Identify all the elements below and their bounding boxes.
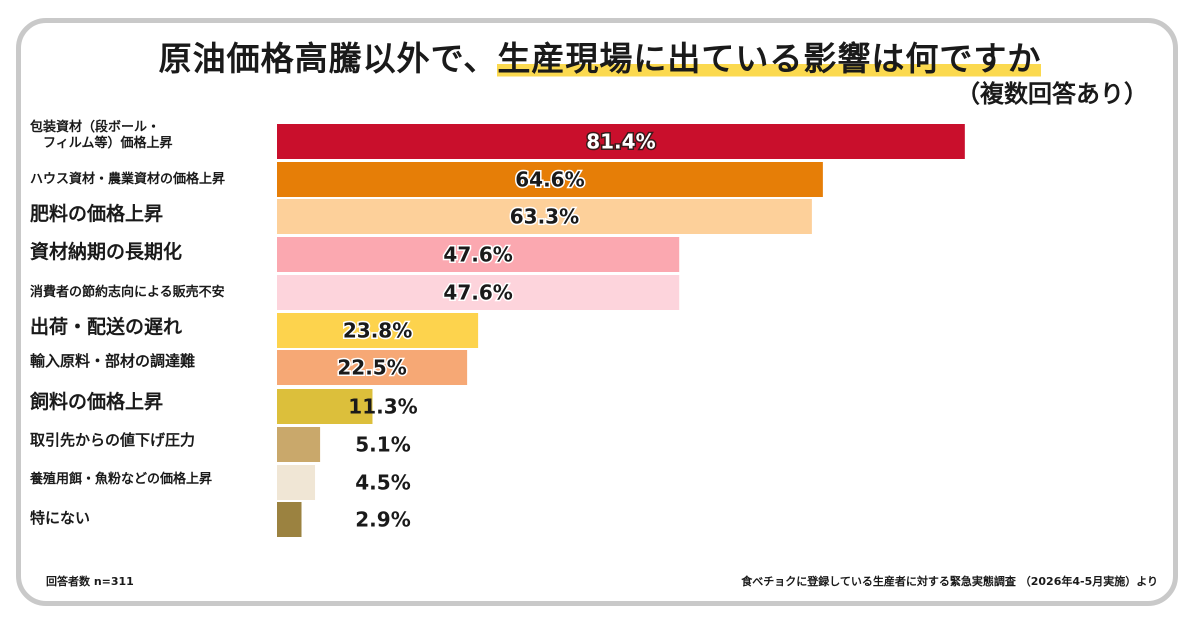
category-label-text: 包装資材（段ボール・ フィルム等）価格上昇 <box>30 120 173 152</box>
bar-value-label-3: 47.6% <box>443 243 512 267</box>
category-label-greenhouse-materials: ハウス資材・農業資材の価格上昇 <box>30 172 226 187</box>
bar-8 <box>277 427 321 462</box>
chart-subtitle: （複数回答あり） <box>956 80 1148 108</box>
chart-title-highlight: 生産現場に出ている影響は何ですか <box>497 39 1042 78</box>
category-label-feed-price: 飼料の価格上昇 <box>30 391 164 413</box>
category-label-fertilizer: 肥料の価格上昇 <box>30 203 164 225</box>
bar-0 <box>277 124 965 159</box>
bar-2 <box>277 199 812 234</box>
bar-10 <box>277 502 302 537</box>
bar-6 <box>277 350 468 385</box>
category-label-packaging: 包装資材（段ボール・ フィルム等）価格上昇 <box>30 120 276 153</box>
category-label-import-procurement: 輸入原料・部材の調達難 <box>30 352 196 370</box>
category-label-consumer-saving: 消費者の節約志向による販売不安 <box>30 285 225 300</box>
bar-value-label-7: 11.3% <box>348 395 417 419</box>
bar-7 <box>277 389 373 424</box>
bar-value-label-8: 5.1% <box>355 433 410 457</box>
bar-value-label-10: 2.9% <box>355 508 410 532</box>
category-label-shipping-delay: 出荷・配送の遅れ <box>30 316 183 338</box>
bar-1 <box>277 162 823 197</box>
chart-title: 原油価格高騰以外で、生産現場に出ている影響は何ですか <box>0 32 1200 80</box>
source-note: 食べチョクに登録している生産者に対する緊急実態調査 （2026年4-5月実施）よ… <box>741 575 1158 588</box>
bar-value-label-5: 23.8% <box>343 319 412 343</box>
bar-value-label-6: 22.5% <box>337 356 406 380</box>
bar-value-label-2: 63.3% <box>510 205 579 229</box>
bar-9 <box>277 465 316 500</box>
category-label-none: 特にない <box>30 509 91 527</box>
chart-frame <box>16 18 1178 606</box>
sample-size-note: 回答者数 n=311 <box>46 575 134 588</box>
bar-value-label-9: 4.5% <box>355 471 410 495</box>
category-label-aquaculture-feed: 養殖用餌・魚粉などの価格上昇 <box>30 472 213 487</box>
category-label-delivery-delay: 資材納期の長期化 <box>30 241 183 263</box>
bar-value-label-1: 64.6% <box>515 168 584 192</box>
bar-value-label-4: 47.6% <box>443 281 512 305</box>
bar-5 <box>277 313 479 348</box>
bar-value-label-0: 81.4% <box>586 130 655 154</box>
bar-4 <box>277 275 680 310</box>
bar-3 <box>277 237 680 272</box>
category-label-price-pressure: 取引先からの値下げ圧力 <box>30 431 196 449</box>
chart-title-plain: 原油価格高騰以外で、 <box>158 39 498 78</box>
